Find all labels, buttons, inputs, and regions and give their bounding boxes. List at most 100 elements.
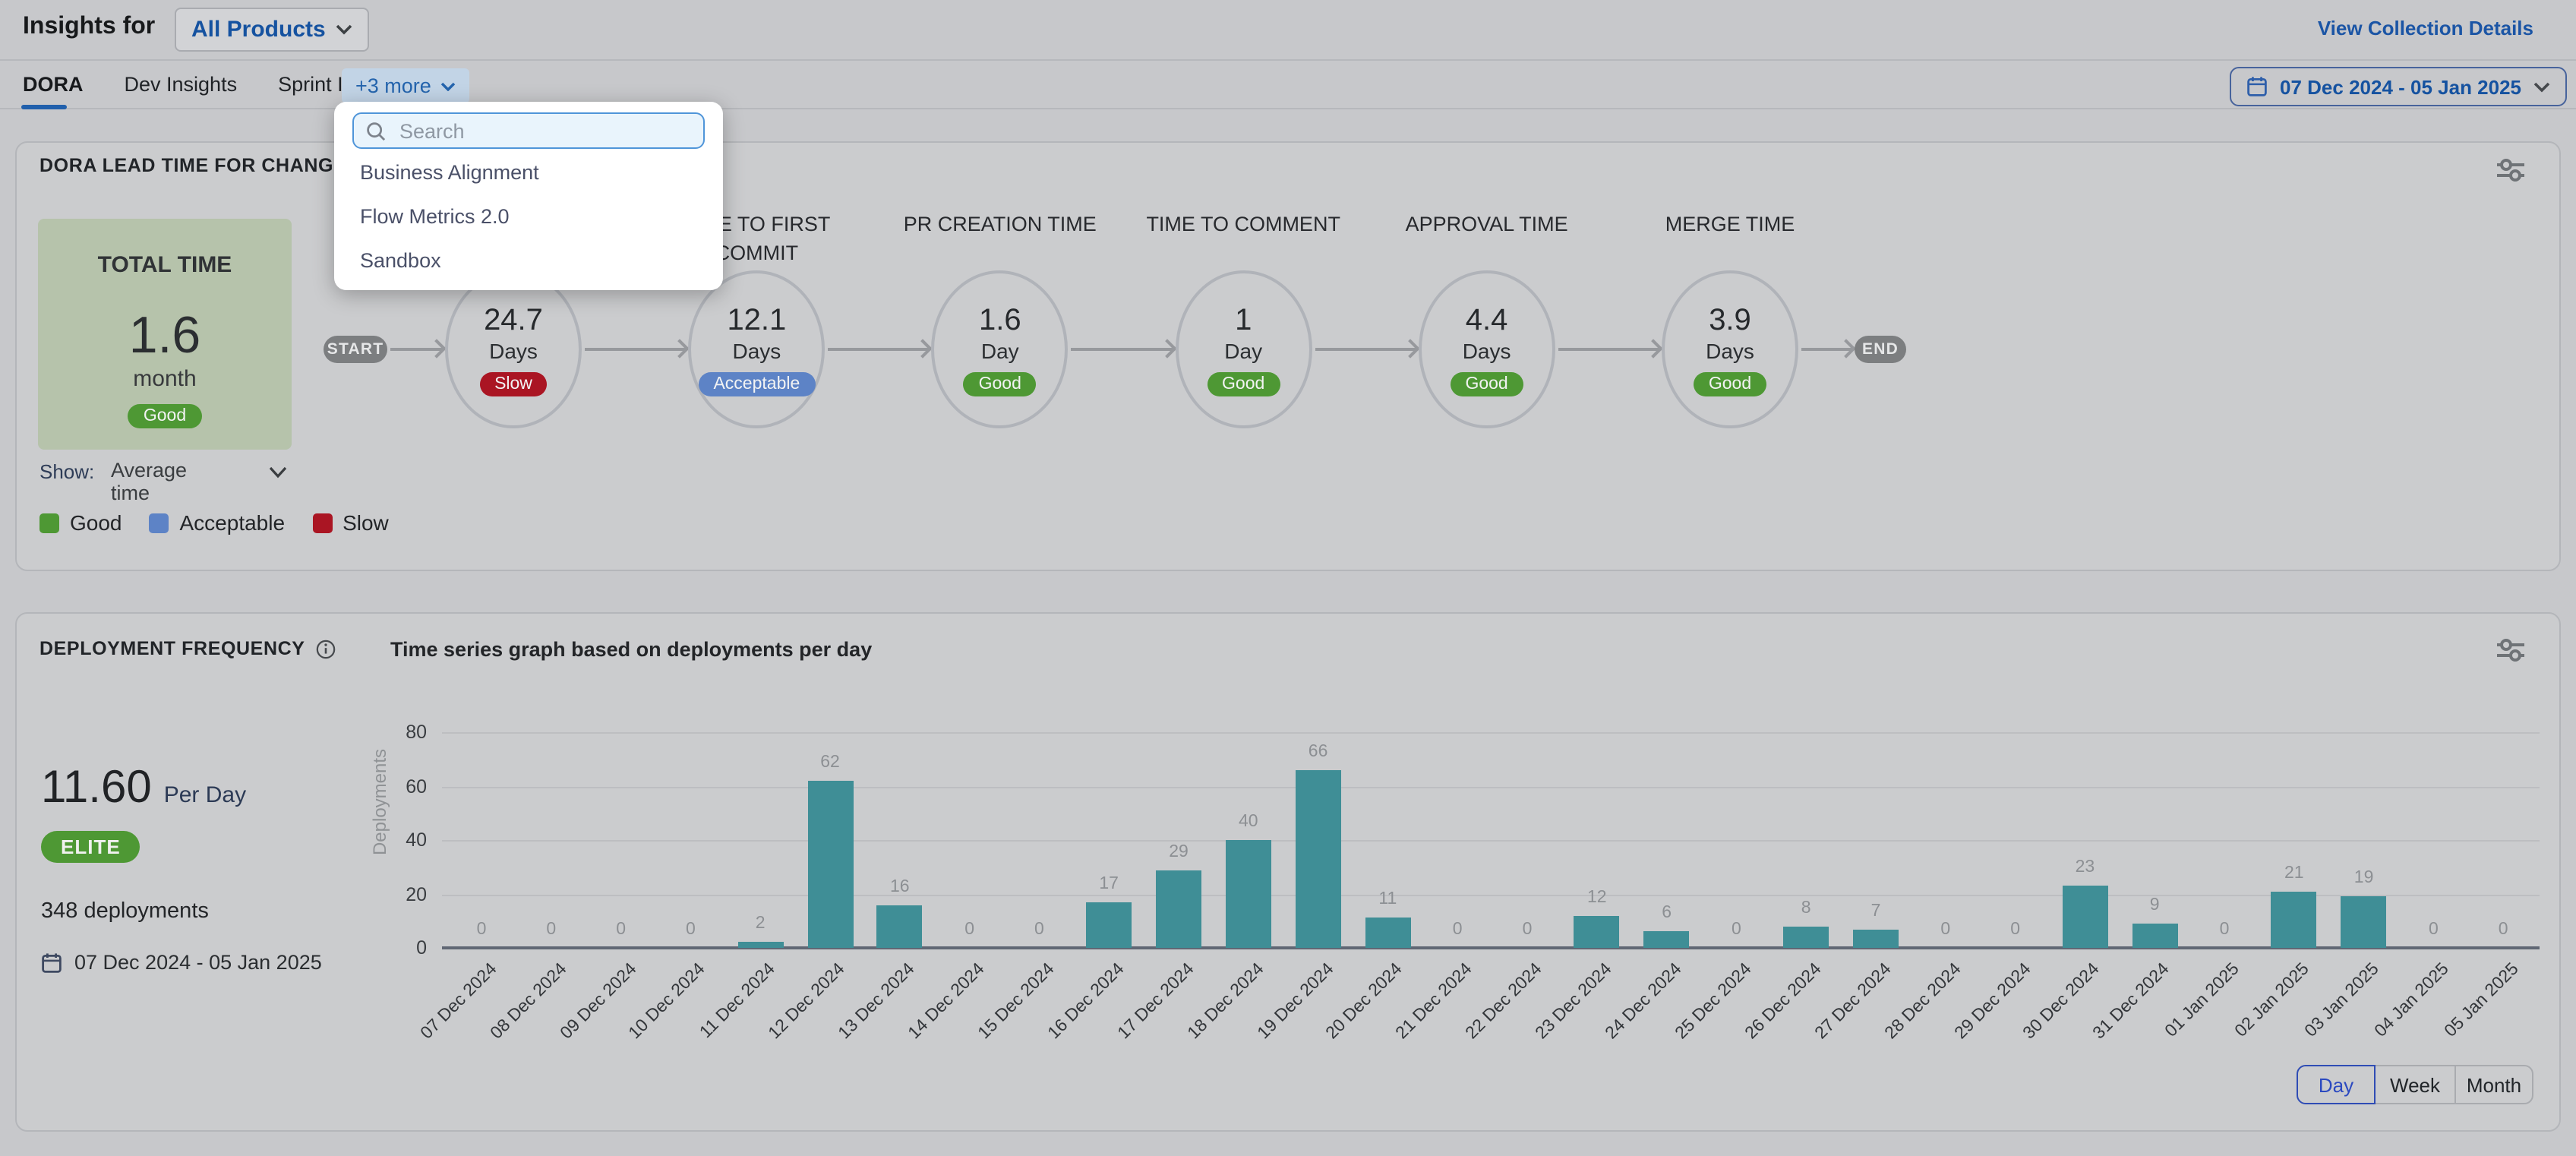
bar-value-label: 19 (2353, 869, 2374, 888)
chart-settings-icon[interactable] (2496, 158, 2526, 182)
more-tabs-button[interactable]: +3 more (342, 68, 469, 103)
pipeline-connector (828, 348, 929, 351)
bar-value-label: 62 (820, 753, 840, 772)
stage-value: 4.4 (1465, 303, 1508, 336)
dropdown-item-sandbox[interactable]: Sandbox (360, 249, 441, 272)
y-axis-tick-label: 80 (406, 722, 427, 743)
grid-line (442, 894, 2540, 895)
legend-label: Slow (343, 510, 389, 535)
bar-value-label: 0 (2010, 921, 2020, 939)
pipeline-stage: 4.4 Days Good (1418, 270, 1555, 428)
page-title: Insights for (23, 14, 156, 39)
bar-value-label: 0 (616, 921, 626, 939)
deployment-bar[interactable] (1225, 840, 1271, 948)
search-input[interactable] (396, 118, 691, 144)
bar-value-label: 7 (1870, 902, 1881, 921)
granularity-month[interactable]: Month (2454, 1065, 2533, 1104)
date-range-button[interactable]: 07 Dec 2024 - 05 Jan 2025 (2230, 67, 2568, 106)
stage-status-badge: Slow (479, 371, 548, 396)
stage-unit: Days (489, 338, 538, 362)
deployment-bar[interactable] (737, 942, 784, 948)
bar-value-label: 0 (1452, 921, 1463, 939)
status-legend: Good Acceptable Slow (39, 510, 416, 540)
deployment-bar[interactable] (1295, 769, 1341, 948)
view-collection-details-link[interactable]: View Collection Details (2317, 17, 2533, 39)
info-icon[interactable] (316, 639, 336, 659)
total-time-unit: month (133, 366, 197, 392)
bar-value-label: 0 (964, 921, 974, 939)
performance-badge: ELITE (41, 831, 140, 863)
bar-value-label: 0 (546, 921, 557, 939)
bar-value-label: 17 (1099, 874, 1119, 893)
deployment-frequency-card: DEPLOYMENT FREQUENCY Time series graph b… (15, 612, 2561, 1132)
calendar-icon (42, 952, 62, 972)
deployment-bar[interactable] (1783, 926, 1829, 948)
bar-value-label: 66 (1308, 742, 1328, 761)
deployment-bar[interactable] (1574, 915, 1620, 948)
active-tab-underline (21, 105, 67, 109)
deployment-date-range-label: 07 Dec 2024 - 05 Jan 2025 (74, 951, 322, 974)
date-range-label: 07 Dec 2024 - 05 Jan 2025 (2280, 75, 2522, 98)
deployment-card-header: DEPLOYMENT FREQUENCY (39, 638, 336, 659)
deployment-rate-unit: Per Day (163, 782, 247, 808)
granularity-toggle: Day Week Month (2297, 1065, 2533, 1104)
chart-subtitle: Time series graph based on deployments p… (390, 638, 873, 661)
deployment-bar[interactable] (2062, 886, 2108, 948)
deployment-bar[interactable] (1643, 931, 1690, 948)
stage-status-badge: Good (1450, 371, 1523, 396)
pipeline-end-node: END (1855, 336, 1906, 363)
deployment-bar[interactable] (2341, 896, 2387, 948)
deployment-bar[interactable] (2271, 891, 2317, 948)
stage-status-badge: Good (1693, 371, 1767, 396)
x-axis-tick-label: 01 Jan 2025 (2162, 960, 2243, 1041)
dropdown-search[interactable] (352, 112, 705, 149)
bar-value-label: 12 (1586, 888, 1607, 907)
stage-value: 24.7 (484, 303, 543, 336)
dropdown-item-flow-metrics-2-0[interactable]: Flow Metrics 2.0 (360, 205, 510, 228)
dropdown-item-business-alignment[interactable]: Business Alignment (360, 161, 539, 184)
deployment-bar[interactable] (1853, 929, 1899, 948)
deployment-bar[interactable] (1365, 918, 1411, 948)
bar-value-label: 0 (1940, 921, 1951, 939)
pipeline-connector (1071, 348, 1173, 351)
granularity-week[interactable]: Week (2374, 1065, 2456, 1104)
grid-line (442, 732, 2540, 734)
pipeline-stage: 3.9 Days Good (1662, 270, 1798, 428)
y-axis-tick-label: 0 (416, 937, 427, 959)
total-time-status-badge: Good (128, 404, 202, 428)
deployment-bar[interactable] (1156, 870, 1201, 948)
chevron-down-icon[interactable] (269, 466, 287, 479)
granularity-day[interactable]: Day (2297, 1065, 2376, 1104)
stage-label: TIME TO COMMENT (1146, 213, 1340, 235)
x-axis-tick-label: 05 Jan 2025 (2441, 960, 2523, 1041)
total-time-value: 1.6 (128, 307, 201, 365)
more-tabs-label: +3 more (355, 74, 431, 97)
deployment-rate: 11.60 Per Day (41, 763, 246, 814)
y-axis-title: Deployments (369, 748, 390, 856)
tab-dora[interactable]: DORA (23, 73, 84, 96)
bar-value-label: 0 (1731, 921, 1741, 939)
pipeline-stage: 1 Day Good (1175, 270, 1312, 428)
collection-selector-button[interactable]: All Products (175, 8, 370, 52)
legend-item: Slow (312, 510, 389, 535)
deployment-bar[interactable] (1086, 902, 1132, 948)
deployment-chart: 0 20 40 60 80 Deployments 0 07 Dec 2024 0 08 Dec … (17, 614, 2559, 1130)
bar-value-label: 0 (476, 921, 487, 939)
tab-dev-insights[interactable]: Dev Insights (124, 73, 238, 96)
deployment-bar[interactable] (2132, 924, 2178, 948)
bar-value-label: 2 (755, 914, 766, 933)
deployment-date-range: 07 Dec 2024 - 05 Jan 2025 (41, 951, 322, 974)
stage-value: 1.6 (978, 303, 1021, 336)
bar-value-label: 6 (1662, 904, 1672, 923)
tabbar-divider (0, 108, 2576, 109)
legend-item: Good (39, 510, 122, 535)
stage-unit: Days (1706, 338, 1754, 362)
show-value-dropdown[interactable]: Average time (111, 459, 188, 504)
deployment-bar[interactable] (876, 905, 923, 948)
deployment-card-title: DEPLOYMENT FREQUENCY (39, 638, 305, 659)
lead-time-pipeline: START 24.7 Days Slow TIME TO FIRST COMMIT 12.… (17, 143, 2559, 570)
deployment-bar[interactable] (807, 780, 853, 948)
chart-settings-icon[interactable] (2496, 638, 2526, 662)
chevron-down-icon (336, 24, 352, 35)
